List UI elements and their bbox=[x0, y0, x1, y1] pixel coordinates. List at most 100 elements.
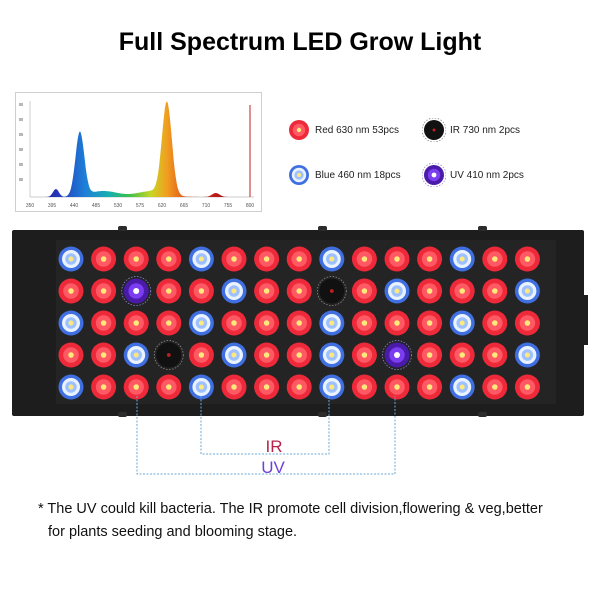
mount-hole bbox=[318, 226, 327, 231]
red-led bbox=[188, 342, 214, 368]
red-led bbox=[417, 342, 443, 368]
red-led-icon bbox=[289, 120, 309, 140]
blue-led bbox=[58, 246, 84, 272]
blue-led bbox=[188, 374, 214, 400]
red-led bbox=[58, 278, 84, 304]
footnote: * The UV could kill bacteria. The IR pro… bbox=[38, 498, 578, 544]
uv-led bbox=[422, 163, 446, 187]
ir-label: IR bbox=[265, 437, 283, 456]
red-led bbox=[156, 278, 182, 304]
legend-item-red: Red 630 nm 53pcs bbox=[287, 118, 399, 142]
red-led bbox=[351, 310, 377, 336]
red-led bbox=[384, 374, 410, 400]
blue-led bbox=[221, 342, 247, 368]
spectrum-tick-label: 575 bbox=[136, 203, 145, 209]
red-led bbox=[514, 374, 540, 400]
blue-led bbox=[188, 310, 214, 336]
blue-led bbox=[449, 310, 475, 336]
red-led bbox=[384, 246, 410, 272]
red-led bbox=[351, 278, 377, 304]
blue-led bbox=[319, 246, 345, 272]
legend-label: Blue 460 nm 18pcs bbox=[315, 169, 401, 181]
spectrum-tick-label: 755 bbox=[224, 203, 233, 209]
spectrum-tick-label: 800 bbox=[246, 203, 255, 209]
red-led bbox=[91, 342, 117, 368]
blue-led bbox=[289, 165, 309, 185]
footnote-line-2: for plants seeding and blooming stage. bbox=[48, 524, 298, 540]
spectrum-tick-label: 395 bbox=[48, 203, 57, 209]
legend-item-uv: UV 410 nm 2pcs bbox=[422, 163, 524, 187]
legend-item-blue: Blue 460 nm 18pcs bbox=[287, 163, 401, 187]
blue-led bbox=[514, 278, 540, 304]
red-led bbox=[156, 246, 182, 272]
red-led bbox=[254, 374, 280, 400]
blue-led bbox=[449, 374, 475, 400]
mount-hole bbox=[318, 412, 327, 417]
red-led bbox=[286, 246, 312, 272]
spectrum-chart: 350 395 440 485 530 575 620 665 710 755 800 bbox=[15, 92, 262, 212]
red-led bbox=[254, 342, 280, 368]
red-led bbox=[188, 278, 214, 304]
red-led bbox=[482, 342, 508, 368]
red-led bbox=[417, 278, 443, 304]
red-led bbox=[449, 342, 475, 368]
red-led bbox=[156, 310, 182, 336]
red-led bbox=[449, 278, 475, 304]
blue-led bbox=[221, 278, 247, 304]
legend-item-ir: IR 730 nm 2pcs bbox=[422, 118, 520, 142]
blue-led bbox=[319, 310, 345, 336]
blue-led-icon bbox=[289, 165, 309, 185]
uv-led-icon bbox=[422, 163, 446, 187]
red-led bbox=[221, 310, 247, 336]
footnote-line-1: * The UV could kill bacteria. The IR pro… bbox=[38, 501, 543, 517]
spectrum-tick-label: 350 bbox=[26, 203, 35, 209]
blue-led bbox=[319, 374, 345, 400]
red-led bbox=[91, 278, 117, 304]
ir-led-icon bbox=[422, 118, 446, 142]
legend-label: UV 410 nm 2pcs bbox=[450, 169, 524, 181]
red-led bbox=[351, 374, 377, 400]
red-led bbox=[254, 246, 280, 272]
red-led bbox=[482, 278, 508, 304]
red-led bbox=[254, 310, 280, 336]
uv-label: UV bbox=[261, 458, 285, 477]
red-led bbox=[384, 310, 410, 336]
uv-led bbox=[382, 340, 412, 370]
ir-led bbox=[153, 340, 184, 370]
blue-led bbox=[449, 246, 475, 272]
red-led bbox=[417, 374, 443, 400]
red-led bbox=[91, 374, 117, 400]
red-led bbox=[221, 246, 247, 272]
spectrum-tick-label: 665 bbox=[180, 203, 189, 209]
blue-led bbox=[319, 342, 345, 368]
spectrum-tick-label: 485 bbox=[92, 203, 101, 209]
red-led bbox=[58, 342, 84, 368]
red-led bbox=[514, 310, 540, 336]
red-led bbox=[417, 310, 443, 336]
red-led bbox=[514, 246, 540, 272]
mount-hole bbox=[118, 412, 127, 417]
spectrum-tick-label: 440 bbox=[70, 203, 79, 209]
spectrum-tick-label: 710 bbox=[202, 203, 211, 209]
red-led bbox=[156, 374, 182, 400]
red-led bbox=[286, 278, 312, 304]
mount-hole bbox=[478, 226, 487, 231]
red-led bbox=[286, 342, 312, 368]
mount-hole bbox=[118, 226, 127, 231]
spectrum-tick-label: 530 bbox=[114, 203, 123, 209]
spectrum-tick-label: 620 bbox=[158, 203, 167, 209]
legend-label: IR 730 nm 2pcs bbox=[450, 124, 521, 136]
blue-led bbox=[123, 342, 149, 368]
uv-led bbox=[121, 276, 152, 306]
blue-led bbox=[58, 374, 84, 400]
red-led bbox=[123, 310, 149, 336]
blue-led bbox=[514, 342, 540, 368]
blue-led bbox=[188, 246, 214, 272]
blue-led bbox=[58, 310, 84, 336]
red-led bbox=[351, 342, 377, 368]
mount-hole bbox=[478, 412, 487, 417]
blue-led bbox=[384, 278, 410, 304]
red-led bbox=[351, 246, 377, 272]
